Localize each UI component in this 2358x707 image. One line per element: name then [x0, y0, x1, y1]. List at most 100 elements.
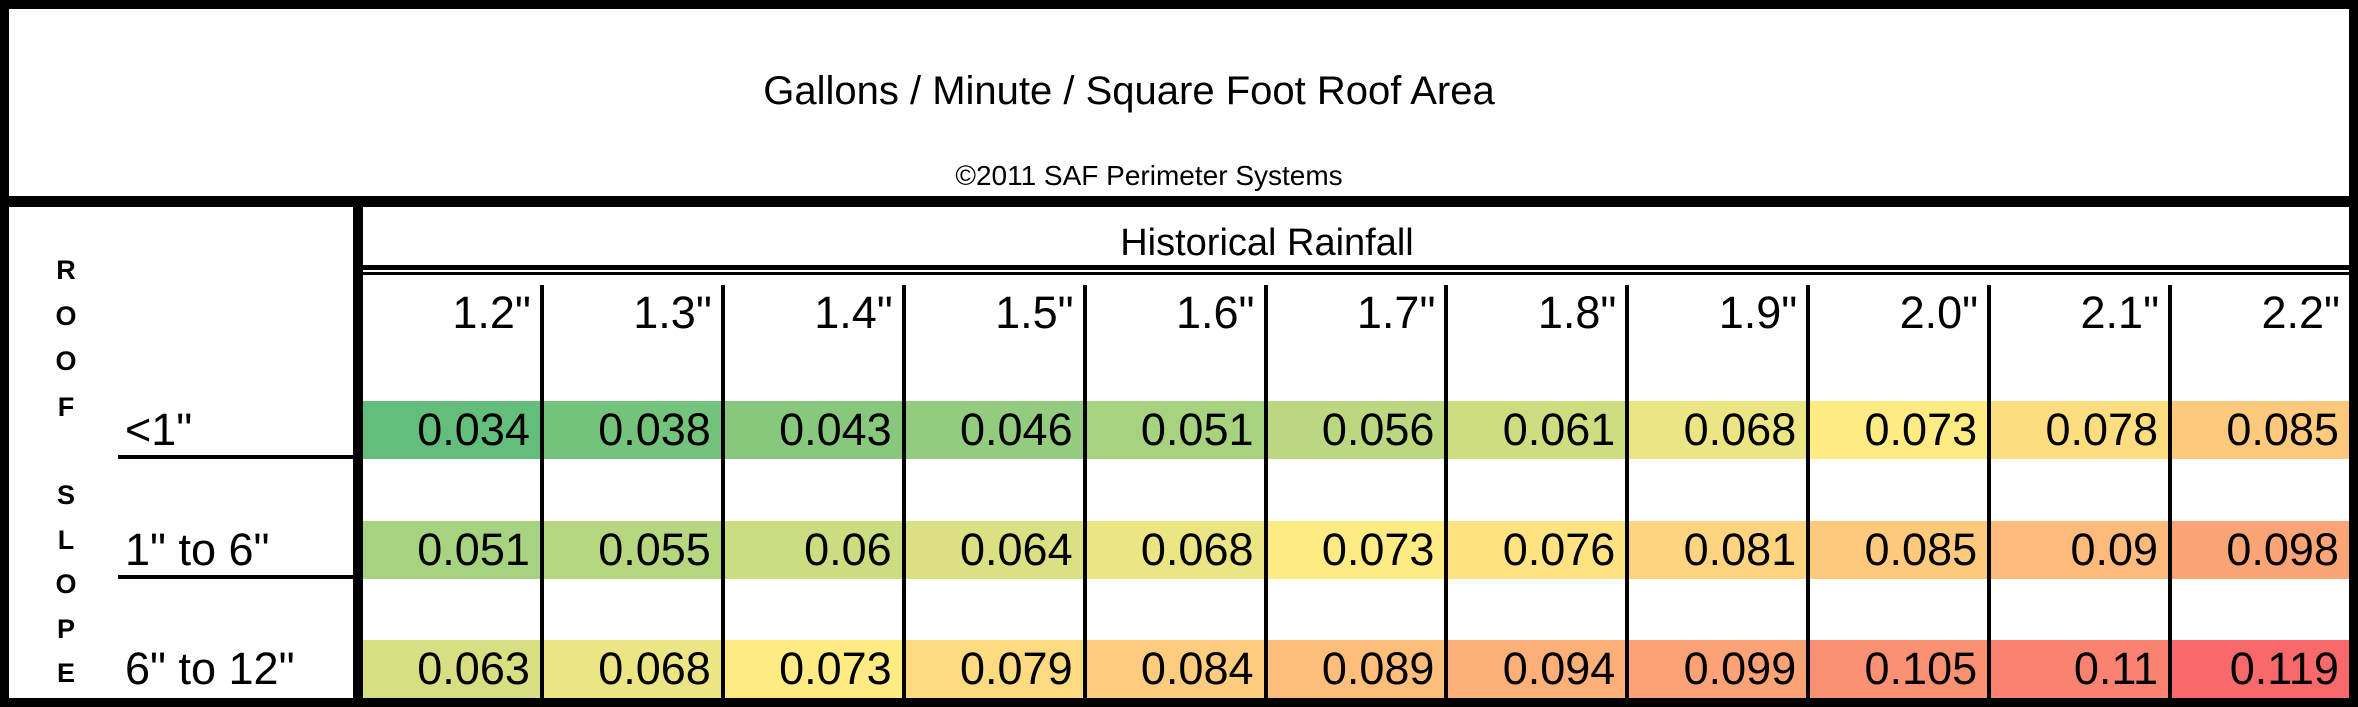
column-header: 2.0"	[1899, 286, 1979, 338]
heatmap-column: 2.2" 0.085 0.098 0.119	[2172, 285, 2349, 698]
axis-letter: P	[56, 613, 75, 644]
heatmap-column: 1.5" 0.046 0.064 0.079	[905, 285, 1087, 698]
header-double-line	[363, 265, 2349, 275]
column-header: 2.1"	[2080, 286, 2160, 338]
cell-value-band: 0.11	[1991, 639, 2169, 698]
cell-value-band: 0.094	[1448, 639, 1626, 698]
heatmap-cell: 0.099	[1629, 579, 1807, 698]
heatmap-cell: 0.105	[1810, 579, 1988, 698]
heatmap-cell: 0.084	[1086, 579, 1264, 698]
cell-value-band: 0.081	[1629, 520, 1807, 579]
heatmap-cell: 0.051	[1086, 340, 1264, 460]
heatmap-cell: 0.09	[1991, 459, 2169, 579]
cell-value-band: 0.098	[2172, 520, 2349, 579]
heatmap-cell: 0.089	[1267, 579, 1445, 698]
row-label: <1"	[125, 404, 193, 455]
heatmap-cell: 0.055	[543, 459, 721, 579]
heatmap-cell: 0.079	[905, 579, 1083, 698]
heatmap-cell: 0.098	[2172, 459, 2349, 579]
cell-value-band: 0.105	[1810, 639, 1988, 698]
heatmap-cell: 0.043	[724, 340, 902, 460]
heatmap-cell: 0.06	[724, 459, 902, 579]
cell-value-band: 0.073	[724, 639, 902, 698]
heatmap-cell: 0.073	[724, 579, 902, 698]
cell-value-band: 0.051	[363, 520, 540, 579]
heatmap-cell: 0.094	[1448, 579, 1626, 698]
heatmap-cell: 0.034	[363, 340, 540, 460]
cell-value-band: 0.119	[2172, 639, 2349, 698]
heatmap-cell: 0.076	[1448, 459, 1626, 579]
heatmap-column: 1.7" 0.056 0.073 0.089	[1267, 285, 1449, 698]
heatmap-cell: 0.061	[1448, 340, 1626, 460]
column-header: 2.2"	[2261, 286, 2340, 338]
cell-value-band: 0.063	[363, 639, 540, 698]
cell-value-band: 0.068	[1629, 401, 1807, 460]
row-label: 6" to 12"	[125, 643, 295, 694]
heatmap-grid: 1.2" 0.034 0.051 0.063 1.3" 0.038 0.055 0.068 1.…	[363, 285, 2349, 698]
column-header: 1.9"	[1718, 286, 1798, 338]
row-header-divider-line	[353, 196, 363, 698]
cell-value-band: 0.051	[1086, 401, 1264, 460]
cell-value-band: 0.043	[724, 401, 902, 460]
axis-letter: O	[55, 569, 77, 599]
row-divider-line	[118, 575, 363, 579]
axis-letter: S	[56, 480, 75, 510]
heatmap-column: 1.3" 0.038 0.055 0.068	[543, 285, 725, 698]
heatmap-column: 2.0" 0.073 0.085 0.105	[1810, 285, 1992, 698]
cell-value-band: 0.068	[1086, 520, 1264, 579]
column-group-header: Historical Rainfall	[1120, 221, 1414, 264]
axis-letter: E	[56, 658, 75, 688]
cell-value-band: 0.064	[905, 520, 1083, 579]
column-header: 1.4"	[814, 286, 893, 338]
heatmap-column: 1.6" 0.051 0.068 0.084	[1086, 285, 1268, 698]
column-header: 1.5"	[995, 286, 1074, 338]
heatmap-cell: 0.073	[1267, 459, 1445, 579]
cell-value-band: 0.06	[724, 520, 902, 579]
row-label: 1" to 6"	[125, 524, 270, 575]
heatmap-cell: 0.063	[363, 579, 540, 698]
cell-value-band: 0.038	[543, 401, 721, 460]
column-header: 1.8"	[1537, 286, 1617, 338]
heatmap-cell: 0.11	[1991, 579, 2169, 698]
cell-value-band: 0.034	[363, 401, 540, 460]
heatmap-cell: 0.068	[1629, 340, 1807, 460]
heatmap-cell: 0.085	[1810, 459, 1988, 579]
heatmap-column: 1.8" 0.061 0.076 0.094	[1448, 285, 1630, 698]
cell-value-band: 0.076	[1448, 520, 1626, 579]
heatmap-cell: 0.068	[543, 579, 721, 698]
copyright-text: ©2011 SAF Perimeter Systems	[955, 160, 1343, 191]
cell-value-band: 0.056	[1267, 401, 1445, 460]
axis-letter: R	[56, 255, 76, 285]
heatmap-cell: 0.078	[1991, 340, 2169, 460]
cell-value-band: 0.055	[543, 520, 721, 579]
chart-title: Gallons / Minute / Square Foot Roof Area	[763, 69, 1495, 113]
heatmap-cell: 0.085	[2172, 340, 2349, 460]
cell-value-band: 0.085	[2172, 401, 2349, 460]
column-header: 1.2"	[452, 286, 531, 338]
heatmap-cell: 0.038	[543, 340, 721, 460]
heatmap-cell: 0.081	[1629, 459, 1807, 579]
heatmap-cell: 0.073	[1810, 340, 1988, 460]
cell-value-band: 0.089	[1267, 639, 1445, 698]
heatmap-cell: 0.056	[1267, 340, 1445, 460]
cell-value-band: 0.084	[1086, 639, 1264, 698]
cell-value-band: 0.046	[905, 401, 1083, 460]
column-header: 1.3"	[633, 286, 712, 338]
title-divider-line	[9, 196, 2349, 207]
axis-letter: O	[55, 300, 77, 331]
cell-value-band: 0.099	[1629, 639, 1807, 698]
cell-value-band: 0.09	[1991, 520, 2169, 579]
heatmap-cell: 0.051	[363, 459, 540, 579]
cell-value-band: 0.073	[1267, 520, 1445, 579]
cell-value-band: 0.079	[905, 639, 1083, 698]
cell-value-band: 0.061	[1448, 401, 1626, 460]
column-header: 1.7"	[1356, 286, 1436, 338]
heatmap-column: 1.9" 0.068 0.081 0.099	[1629, 285, 1811, 698]
heatmap-column: 2.1" 0.078 0.09 0.11	[1991, 285, 2173, 698]
column-header: 1.6"	[1176, 286, 1255, 338]
heatmap-cell: 0.064	[905, 459, 1083, 579]
axis-letter: F	[57, 391, 75, 422]
heatmap-cell: 0.046	[905, 340, 1083, 460]
